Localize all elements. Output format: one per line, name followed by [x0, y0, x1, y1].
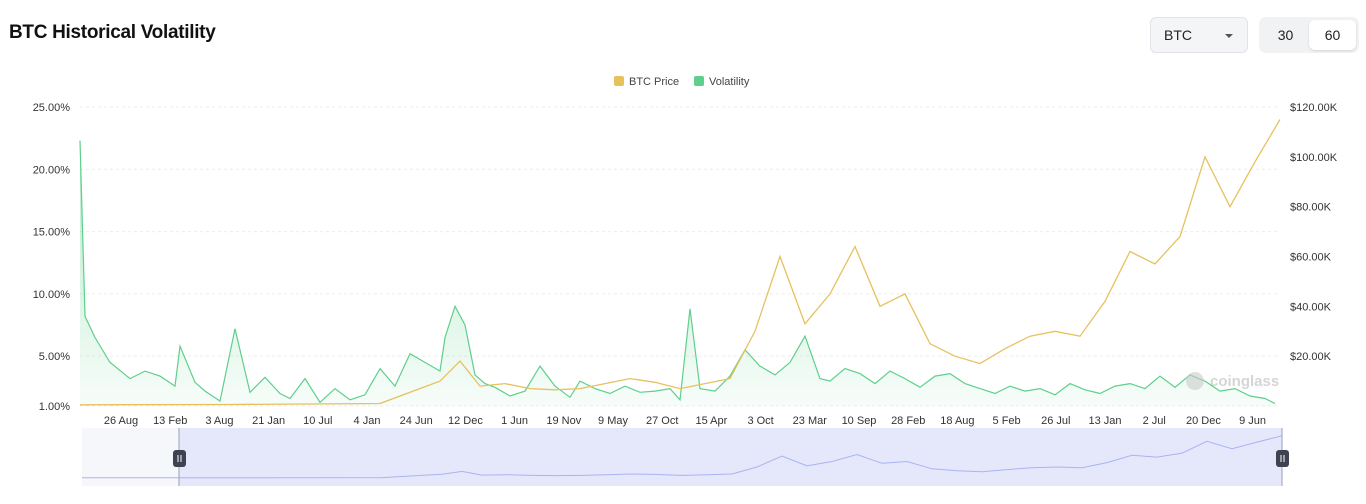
x-tick-label: 10 Jul — [303, 415, 332, 427]
legend-label-volatility[interactable]: Volatility — [709, 76, 750, 88]
x-tick-label: 26 Jul — [1041, 415, 1070, 427]
y-left-tick-label: 25.00% — [33, 102, 71, 114]
x-tick-label: 5 Feb — [993, 415, 1021, 427]
coin-select[interactable]: BTC — [1150, 17, 1248, 53]
y-left-tick-label: 1.00% — [39, 401, 70, 413]
x-tick-label: 21 Jan — [252, 415, 285, 427]
coinglass-watermark: coinglass — [1186, 372, 1279, 390]
x-tick-label: 18 Aug — [940, 415, 974, 427]
x-tick-label: 28 Feb — [891, 415, 925, 427]
x-tick-label: 19 Nov — [546, 415, 581, 427]
btc-price-line — [79, 119, 1281, 406]
legend-swatch-volatility — [694, 76, 704, 86]
watermark-text: coinglass — [1210, 373, 1279, 390]
x-tick-label: 10 Sep — [842, 415, 877, 427]
x-tick-label: 3 Oct — [747, 415, 773, 427]
legend-swatch-price — [614, 76, 624, 86]
range-navigator[interactable] — [82, 428, 1289, 486]
x-tick-label: 27 Oct — [646, 415, 678, 427]
y-left-tick-label: 10.00% — [33, 289, 71, 301]
navigator-handle-left[interactable] — [173, 450, 186, 467]
y-left-tick-label: 20.00% — [33, 164, 71, 176]
x-tick-label: 26 Aug — [104, 415, 138, 427]
y-right-tick-label: $40.00K — [1290, 301, 1332, 313]
x-tick-label: 1 Jun — [501, 415, 528, 427]
window-toggle[interactable]: 30 60 — [1259, 17, 1359, 53]
navigator-handle-right[interactable] — [1276, 450, 1289, 467]
x-tick-label: 13 Jan — [1088, 415, 1121, 427]
x-tick-label: 9 Jun — [1239, 415, 1266, 427]
x-tick-label: 3 Aug — [205, 415, 233, 427]
volatility-area — [80, 140, 1275, 406]
y-right-tick-label: $100.00K — [1290, 152, 1338, 164]
x-tick-label: 4 Jan — [354, 415, 381, 427]
y-right-tick-label: $60.00K — [1290, 252, 1332, 264]
navigator-selection[interactable] — [179, 428, 1282, 486]
y-right-tick-label: $120.00K — [1290, 102, 1338, 114]
coin-select-value: BTC — [1164, 27, 1192, 43]
legend-label-price[interactable]: BTC Price — [629, 76, 679, 88]
x-tick-label: 2 Jul — [1143, 415, 1166, 427]
y-left-tick-label: 5.00% — [39, 351, 70, 363]
coinglass-logo-icon — [1186, 372, 1204, 390]
x-tick-label: 9 May — [598, 415, 628, 427]
y-right-tick-label: $80.00K — [1290, 202, 1332, 214]
window-option-60[interactable]: 60 — [1309, 20, 1356, 50]
y-left-tick-label: 15.00% — [33, 227, 71, 239]
window-option-30[interactable]: 30 — [1277, 27, 1294, 43]
x-tick-label: 20 Dec — [1186, 415, 1221, 427]
y-right-tick-label: $20.00K — [1290, 351, 1332, 363]
navigator-series-line — [82, 435, 1283, 479]
chevron-down-icon — [1225, 34, 1233, 38]
x-tick-label: 15 Apr — [695, 415, 727, 427]
x-tick-label: 12 Dec — [448, 415, 483, 427]
page-title: BTC Historical Volatility — [9, 22, 216, 43]
x-tick-label: 23 Mar — [793, 415, 828, 427]
x-tick-label: 13 Feb — [153, 415, 187, 427]
x-tick-label: 24 Jun — [400, 415, 433, 427]
volatility-line — [79, 140, 1276, 405]
